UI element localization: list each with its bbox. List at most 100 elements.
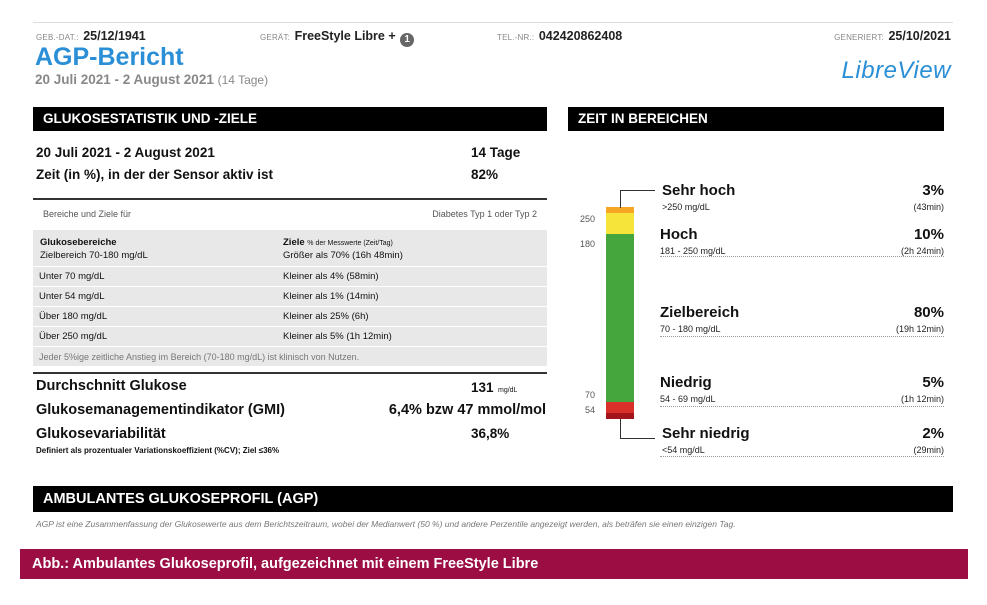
date-range-text: 20 Juli 2021 - 2 August 2021 [35, 72, 214, 87]
report-title: AGP-Bericht [35, 43, 184, 71]
range-target: Zielbereich 70 - 180 mg/dL 80% (19h 12mi… [660, 304, 944, 336]
stats-section-header: GLUKOSESTATISTIK UND -ZIELE [33, 107, 547, 131]
divider-low [660, 406, 944, 407]
variability-value: 36,8% [471, 426, 510, 441]
figure-caption: Abb.: Ambulantes Glukoseprofil, aufgezei… [20, 549, 968, 579]
avg-glucose-label: Durchschnitt Glukose [36, 378, 187, 394]
phone-label: TEL.-NR.: [497, 33, 535, 42]
range-high: Hoch 181 - 250 mg/dL 10% (2h 24min) [660, 224, 944, 256]
range-target-dur: (19h 12min) [895, 324, 944, 334]
tick-54: 54 [585, 405, 596, 415]
goal-cell: Kleiner als 1% (14min) [277, 286, 547, 307]
device-value: FreeStyle Libre + [294, 29, 396, 43]
targets-footnote: Jeder 5%ige zeitliche Anstieg im Bereich… [33, 346, 547, 367]
targets-bottom-rule [33, 372, 547, 374]
targets-rows: Unter 70 mg/dL Kleiner als 4% (58min) Unt… [33, 267, 547, 367]
segment-very-high [606, 207, 634, 214]
goals-title: Ziele [283, 237, 305, 248]
range-target-sub: 70 - 180 mg/dL [660, 324, 721, 334]
range-low-dur: (1h 12min) [900, 394, 944, 404]
target-range-first: Zielbereich 70-180 mg/dL [40, 250, 148, 261]
stats-period-label: 20 Juli 2021 - 2 August 2021 [36, 145, 215, 160]
range-very-high: Sehr hoch >250 mg/dL 3% (43min) [662, 182, 944, 214]
range-cell: Über 180 mg/dL [33, 306, 277, 327]
divider-high [660, 256, 944, 257]
targets-column-header: Glukosebereiche Zielbereich 70-180 mg/dL… [33, 230, 547, 267]
device-count-badge: 1 [400, 33, 415, 47]
dob-label: GEB.-DAT.: [36, 33, 79, 42]
table-row: Jeder 5%ige zeitliche Anstieg im Bereich… [33, 346, 547, 367]
tir-section-header: ZEIT IN BEREICHEN [568, 107, 944, 131]
segment-target [606, 234, 634, 403]
range-high-dur: (2h 24min) [900, 246, 944, 256]
range-cell: Unter 54 mg/dL [33, 286, 277, 307]
report-date-range: 20 Juli 2021 - 2 August 2021 (14 Tage) [35, 72, 268, 87]
range-high-name: Hoch [660, 226, 698, 243]
libreview-logo: LibreView [841, 57, 951, 84]
range-very-low-name: Sehr niedrig [662, 425, 750, 442]
divider-very-low [660, 456, 944, 457]
goal-cell: Kleiner als 4% (58min) [277, 267, 547, 287]
tick-180: 180 [580, 239, 596, 249]
generated-label: GENERIERT: [834, 33, 884, 42]
stats-period-days: 14 Tage [471, 145, 521, 160]
range-very-high-pct: 3% [922, 182, 944, 199]
device-field: GERÄT: FreeStyle Libre + 1 [260, 27, 415, 47]
variability-note: Definiert als prozentualer Variationskoe… [36, 446, 280, 455]
avg-glucose-field: 131 mg/dL [471, 379, 517, 397]
gmi-value: 6,4% bzw 47 mmol/mol [388, 402, 546, 418]
range-high-sub: 181 - 250 mg/dL [660, 246, 726, 256]
range-low-pct: 5% [922, 374, 944, 391]
top-rule [33, 22, 953, 23]
table-row: Unter 70 mg/dL Kleiner als 4% (58min) [33, 267, 547, 287]
date-range-days: (14 Tage) [217, 73, 269, 87]
goals-title-note: % der Messwerte (Zeit/Tag) [307, 240, 393, 247]
target-goal-first: Größer als 70% (16h 48min) [283, 250, 403, 261]
goals-column-title: Ziele % der Messwerte (Zeit/Tag) [283, 237, 393, 248]
range-high-pct: 10% [913, 226, 944, 243]
avg-glucose-unit: mg/dL [497, 387, 518, 394]
table-row: Über 250 mg/dL Kleiner als 5% (1h 12min) [33, 326, 547, 347]
table-row: Über 180 mg/dL Kleiner als 25% (6h) [33, 306, 547, 327]
targets-header-right: Diabetes Typ 1 oder Typ 2 [432, 209, 537, 219]
divider-target [660, 336, 944, 337]
range-low-name: Niedrig [660, 374, 712, 391]
bracket-top [620, 190, 655, 208]
phone-value: 042420862408 [538, 29, 623, 43]
targets-table: Glukosebereiche Zielbereich 70-180 mg/dL… [33, 230, 547, 367]
range-very-low-pct: 2% [922, 425, 944, 442]
targets-header-row: Bereiche und Ziele für Diabetes Typ 1 od… [33, 200, 547, 228]
range-very-low-sub: <54 mg/dL [662, 445, 705, 455]
targets-top-rule [33, 198, 547, 200]
tick-70: 70 [585, 390, 596, 400]
agp-description: AGP ist eine Zusammenfassung der Glukose… [36, 519, 736, 529]
dob-field: GEB.-DAT.: 25/12/1941 [36, 27, 146, 45]
agp-section-header: AMBULANTES GLUKOSEPROFIL (AGP) [33, 486, 953, 512]
tir-chart: 250 180 70 54 Sehr hoch >250 mg/dL 3% (4… [568, 138, 948, 468]
range-very-high-sub: >250 mg/dL [662, 202, 710, 212]
targets-header-left: Bereiche und Ziele für [43, 209, 132, 219]
gmi-label: Glukosemanagementindikator (GMI) [36, 402, 285, 418]
range-very-low-dur: (29min) [913, 445, 944, 455]
goal-cell: Kleiner als 25% (6h) [277, 306, 547, 327]
phone-field: TEL.-NR.: 042420862408 [497, 27, 622, 45]
device-label: GERÄT: [260, 33, 291, 42]
range-very-high-name: Sehr hoch [662, 182, 736, 199]
avg-glucose-value: 131 [471, 380, 494, 395]
range-low: Niedrig 54 - 69 mg/dL 5% (1h 12min) [660, 374, 944, 406]
generated-value: 25/10/2021 [888, 29, 951, 43]
segment-high [606, 213, 634, 235]
range-target-name: Zielbereich [660, 304, 740, 321]
bracket-bottom [620, 419, 655, 439]
generated-field: GENERIERT: 25/10/2021 [834, 27, 951, 45]
sensor-active-label: Zeit (in %), in der der Sensor aktiv ist [36, 167, 274, 182]
range-very-high-dur: (43min) [913, 202, 944, 212]
goal-cell: Kleiner als 5% (1h 12min) [277, 326, 547, 347]
range-low-sub: 54 - 69 mg/dL [660, 394, 716, 404]
segment-low [606, 402, 634, 413]
segment-very-low [606, 412, 634, 419]
ranges-column-title: Glukosebereiche [40, 237, 117, 248]
tick-250: 250 [580, 214, 596, 224]
range-target-pct: 80% [913, 304, 944, 321]
range-very-low: Sehr niedrig <54 mg/dL 2% (29min) [662, 425, 944, 457]
